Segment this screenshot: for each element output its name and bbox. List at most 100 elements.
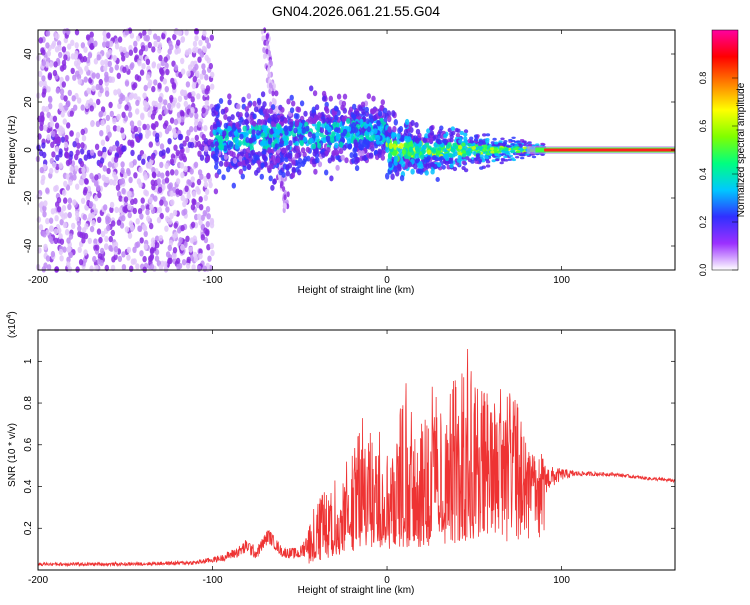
spectrogram-blob — [319, 127, 325, 134]
spectrogram-blob — [336, 127, 341, 134]
spectrogram-blob — [127, 232, 133, 239]
spectrogram-blob — [170, 77, 175, 85]
spectrogram-blob — [284, 129, 289, 136]
spectrogram-blob — [227, 93, 232, 100]
spectrogram-blob — [39, 149, 44, 157]
spectrogram-blob — [56, 206, 62, 213]
spectrogram-blob — [147, 82, 152, 89]
spectrogram-blob — [299, 100, 305, 107]
spectrogram-blob — [91, 72, 97, 79]
spectrogram-blob — [213, 188, 219, 195]
spectrogram-blob — [425, 163, 430, 170]
spectrogram-blob — [154, 255, 160, 262]
spectrogram-blob — [205, 221, 210, 228]
spectrogram-blob — [159, 199, 164, 206]
spectrogram-blob — [314, 114, 319, 121]
spectrogram-blob — [315, 157, 320, 164]
spectrogram-blob — [72, 74, 77, 81]
spectrogram-blob — [114, 64, 120, 71]
spectrogram-y-tick-label: 40 — [23, 48, 34, 60]
spectrogram-blob — [137, 208, 143, 215]
spectrogram-blob — [81, 166, 86, 174]
spectrogram-blob — [247, 101, 252, 108]
spectrogram-blob — [393, 119, 398, 126]
spectrogram-blob — [124, 80, 130, 87]
spectrogram-blob — [444, 160, 450, 166]
spectrogram-blob — [252, 113, 257, 120]
spectrogram-blob — [147, 41, 152, 49]
spectrogram-blob — [503, 140, 508, 143]
snr-y-exponent-power: 4 — [6, 315, 13, 319]
spectrogram-blob — [198, 248, 203, 255]
spectrogram-blob — [39, 201, 44, 208]
spectrogram-blob — [65, 75, 70, 82]
spectrogram-blob — [201, 63, 206, 70]
spectrogram-blob — [138, 181, 143, 188]
spectrogram-blob — [158, 150, 164, 157]
spectrogram-blob — [48, 236, 53, 243]
snr-panel: -200 -100 0 100 0.2 0.4 0.6 0.8 1 Height of str… — [6, 311, 676, 596]
spectrogram-blob — [281, 147, 286, 154]
spectrogram-blob — [437, 162, 442, 168]
spectrogram-blob — [452, 166, 458, 172]
spectrogram-blob — [261, 149, 267, 156]
spectrogram-blob — [448, 159, 454, 165]
spectrogram-blob — [94, 143, 100, 150]
spectrogram-blob — [211, 110, 216, 117]
spectrogram-blob — [55, 154, 60, 162]
spectrogram-blob — [164, 225, 169, 232]
snr-y-exponent: (x104) — [6, 311, 18, 338]
spectrogram-blob — [95, 72, 101, 80]
spectrogram-blob — [198, 196, 203, 203]
spectrogram-blob — [471, 146, 476, 150]
spectrogram-blob — [461, 165, 466, 171]
spectrogram-blob — [232, 157, 238, 164]
spectrogram-blob — [229, 141, 234, 148]
colorbar-label: Normalized spectral amplitude — [736, 82, 747, 217]
spectrogram-blob — [123, 196, 129, 203]
snr-x-tick-label: -100 — [203, 575, 223, 586]
spectrogram-blob — [476, 154, 481, 159]
spectrogram-blob — [338, 148, 344, 155]
spectrogram-blob — [173, 222, 178, 229]
spectrogram-blob — [214, 163, 219, 170]
spectrogram-blob — [59, 255, 64, 262]
spectrogram-blob — [122, 66, 127, 74]
spectrogram-blob — [429, 130, 434, 136]
spectrogram-blob — [145, 123, 150, 131]
spectrogram-blob — [53, 228, 59, 235]
spectrogram-blob — [84, 65, 89, 72]
spectrogram-blob — [410, 168, 415, 175]
spectrogram-blob — [206, 57, 211, 64]
spectrogram-blob — [61, 81, 66, 88]
spectrogram-blob — [167, 48, 172, 55]
spectrogram-blob — [434, 156, 439, 162]
spectrogram-blob — [494, 141, 499, 145]
spectrogram-blob — [93, 208, 99, 215]
spectrogram-blob — [245, 137, 250, 143]
spectrogram-blob — [244, 119, 249, 126]
spectrogram-blob — [132, 258, 137, 265]
spectrogram-blob — [413, 163, 418, 170]
spectrogram-blob — [297, 162, 302, 169]
spectrogram-blob — [93, 40, 98, 47]
spectrogram-blob — [141, 62, 146, 70]
spectrogram-blob — [388, 161, 393, 168]
spectrogram-blob — [387, 115, 392, 123]
spectrogram-blob — [206, 244, 211, 251]
spectrogram-blob — [354, 165, 360, 172]
spectrogram-blob — [117, 255, 123, 263]
spectrogram-blob — [118, 178, 124, 186]
spectrogram-blob — [175, 188, 180, 195]
spectrogram-blob — [183, 165, 188, 173]
spectrogram-blob — [478, 145, 483, 150]
spectrogram-blob — [158, 235, 163, 242]
spectrogram-blob — [401, 148, 407, 155]
spectrogram-blob — [387, 152, 393, 160]
spectrogram-blob — [59, 76, 64, 84]
colorbar-tick-label: 0.4 — [698, 168, 708, 181]
spectrogram-blob — [481, 148, 487, 152]
spectrogram-blob — [140, 197, 145, 204]
spectrogram-blob — [99, 87, 104, 94]
